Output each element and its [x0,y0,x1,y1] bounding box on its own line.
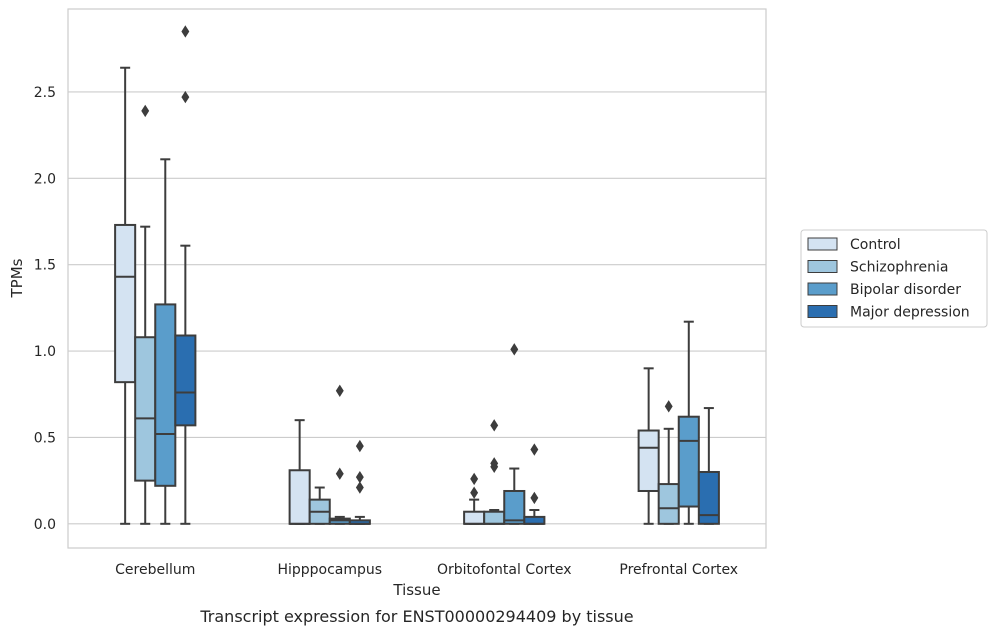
legend-label: Schizophrenia [850,260,948,276]
box-plot [637,367,660,525]
outlier-point [490,419,499,432]
outlier-point [470,472,479,486]
y-tick-label: 1.5 [34,258,56,274]
x-tick-label: Hipppocampus [277,562,382,578]
box-plot [697,407,720,525]
box-plot [154,158,177,525]
legend-label: Control [850,237,901,253]
outlier-point [530,491,539,505]
box-iqr [463,510,486,525]
y-tick-label: 2.5 [34,85,56,101]
legend: Control Schizophrenia Bipolar disorder Majo… [800,229,988,328]
box-iqr [483,510,506,525]
outlier-point [141,104,150,118]
outlier-point [470,486,479,499]
y-axis-ticks: 0.0 0.5 1.0 1.5 2.0 2.5 [34,85,56,533]
legend-swatch [807,260,838,273]
chart-caption: Transcript expression for ENST0000029440… [199,607,633,626]
outlier-point [510,343,519,356]
outlier-point [355,470,364,484]
x-tick-label: Prefrontal Cortex [619,562,738,578]
box-iqr [503,489,526,525]
outlier-point [355,439,364,453]
y-tick-label: 1.0 [34,344,56,360]
plot-frame [67,8,767,549]
outlier-point [490,457,499,470]
x-axis-ticks: Cerebellum Hipppocampus Orbitofontal Corte… [115,562,738,578]
x-tick-label: Cerebellum [115,562,195,578]
y-tick-label: 0.5 [34,430,56,446]
outlier-point [181,90,190,104]
box-iqr [154,303,177,487]
legend-frame [800,229,988,328]
legend-label: Major depression [850,305,970,321]
box-iqr [174,334,197,427]
box-iqr [288,469,311,525]
box-iqr [657,483,680,525]
box-iqr [697,470,720,525]
box-plot [308,486,331,525]
box-iqr [637,429,660,492]
outlier-point [181,25,190,38]
x-axis-label: Tissue [392,581,440,599]
box-plot [677,320,700,525]
y-tick-label: 0.0 [34,517,56,533]
box-plot [463,472,486,525]
box-plot [483,419,506,525]
legend-swatch [807,305,838,318]
box-iqr [677,415,700,508]
box-iqr [114,223,137,384]
box-plot [288,419,311,525]
outlier-point [335,384,344,397]
y-tick-label: 2.0 [34,171,56,187]
box-iqr [523,515,546,525]
box-plot [657,400,680,525]
box-plot [114,66,137,525]
outlier-point [355,481,364,494]
box-plot [328,384,351,525]
x-tick-label: Orbitofontal Cortex [437,562,572,578]
outlier-point [664,400,673,413]
legend-swatch [807,282,838,296]
box-iqr [134,336,157,482]
legend-swatch [807,237,838,251]
box-plot [174,25,197,525]
box-plot [503,343,526,525]
box-plots [114,25,720,525]
y-axis-label: TPMs [8,258,26,298]
outlier-point [530,443,539,456]
legend-label: Bipolar disorder [850,282,961,298]
box-plot [523,443,546,525]
box-plot [348,439,371,525]
box-plot [134,104,157,525]
outlier-point [335,467,344,480]
